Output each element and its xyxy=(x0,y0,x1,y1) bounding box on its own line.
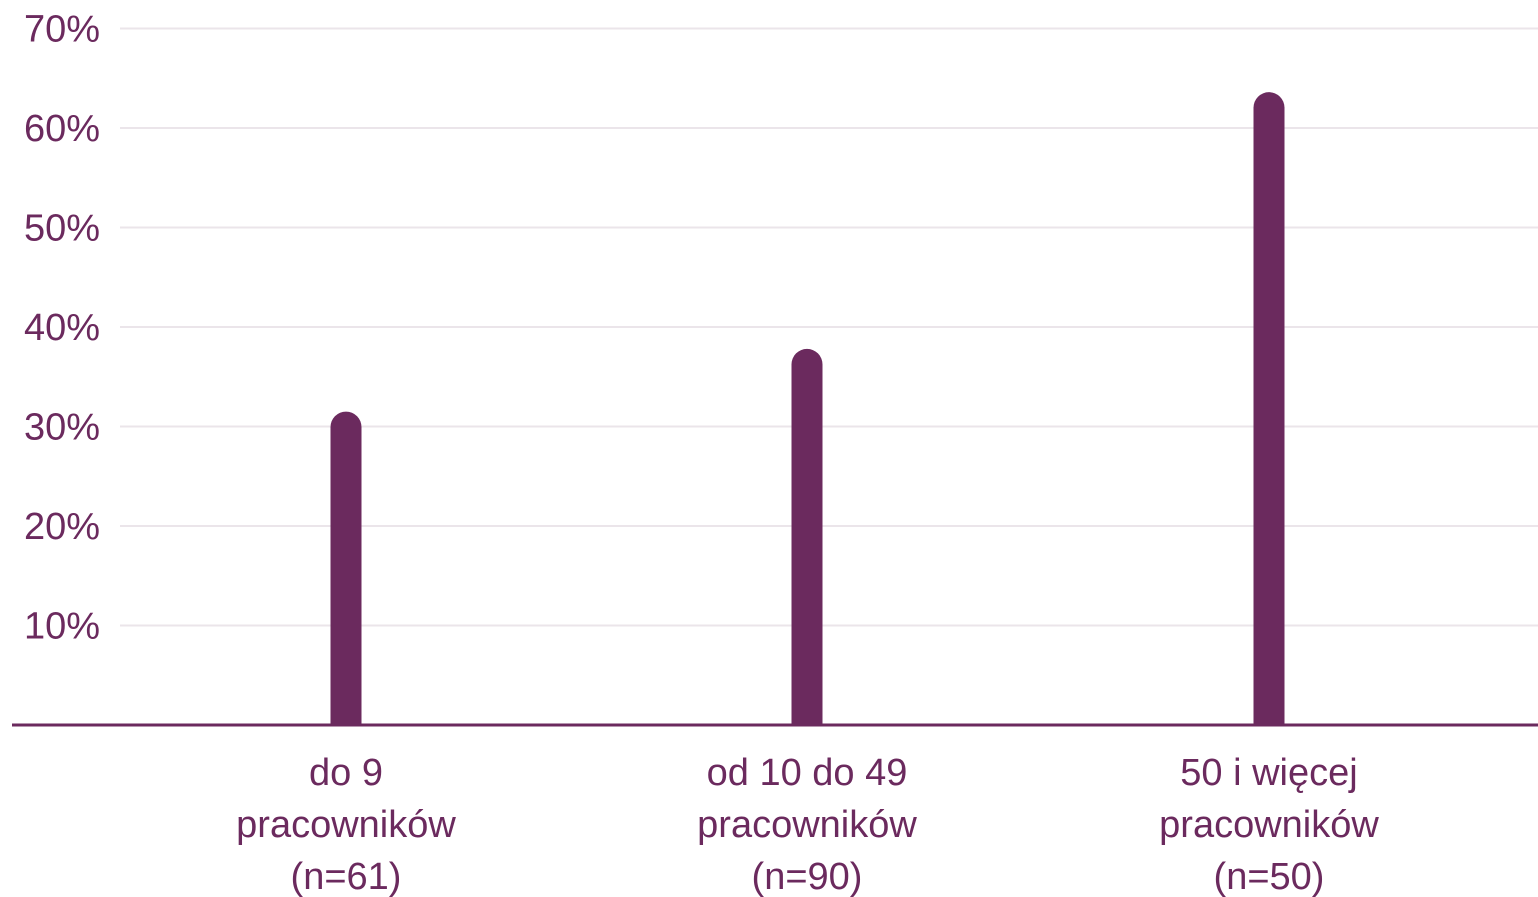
y-tick-label: 70% xyxy=(24,9,100,51)
x-category-label: 50 i więcej pracowników (n=50) xyxy=(1159,752,1379,897)
y-tick-label: 50% xyxy=(24,208,100,250)
bar-3 xyxy=(1253,92,1285,726)
x-category-label-line: od 10 do 49 xyxy=(707,752,908,794)
x-category-label-line: do 9 xyxy=(309,752,383,794)
bar-2 xyxy=(791,348,823,725)
x-category-label: do 9 pracowników (n=61) xyxy=(236,752,456,897)
y-tick-label: 30% xyxy=(24,407,100,449)
bar-1 xyxy=(330,411,362,725)
y-tick-label: 40% xyxy=(24,307,100,349)
x-category-label-line: 50 i więcej xyxy=(1180,752,1357,794)
y-tick-label: 20% xyxy=(24,506,100,548)
x-category-label-line: (n=90) xyxy=(752,856,863,897)
x-axis-category-labels: do 9 pracowników (n=61) od 10 do 49 pracowni… xyxy=(236,752,1379,897)
y-axis-tick-labels: 10% 20% 30% 40% 50% 60% 70% xyxy=(24,9,100,648)
x-category-label: od 10 do 49 pracowników (n=90) xyxy=(697,752,917,897)
y-tick-label: 60% xyxy=(24,108,100,150)
x-category-label-line: pracowników xyxy=(236,804,456,846)
x-category-label-line: pracowników xyxy=(1159,804,1379,846)
x-category-label-line: (n=50) xyxy=(1214,856,1325,897)
x-category-label-line: pracowników xyxy=(697,804,917,846)
y-tick-label: 10% xyxy=(24,606,100,648)
bars xyxy=(330,92,1285,726)
x-category-label-line: (n=61) xyxy=(291,856,402,897)
